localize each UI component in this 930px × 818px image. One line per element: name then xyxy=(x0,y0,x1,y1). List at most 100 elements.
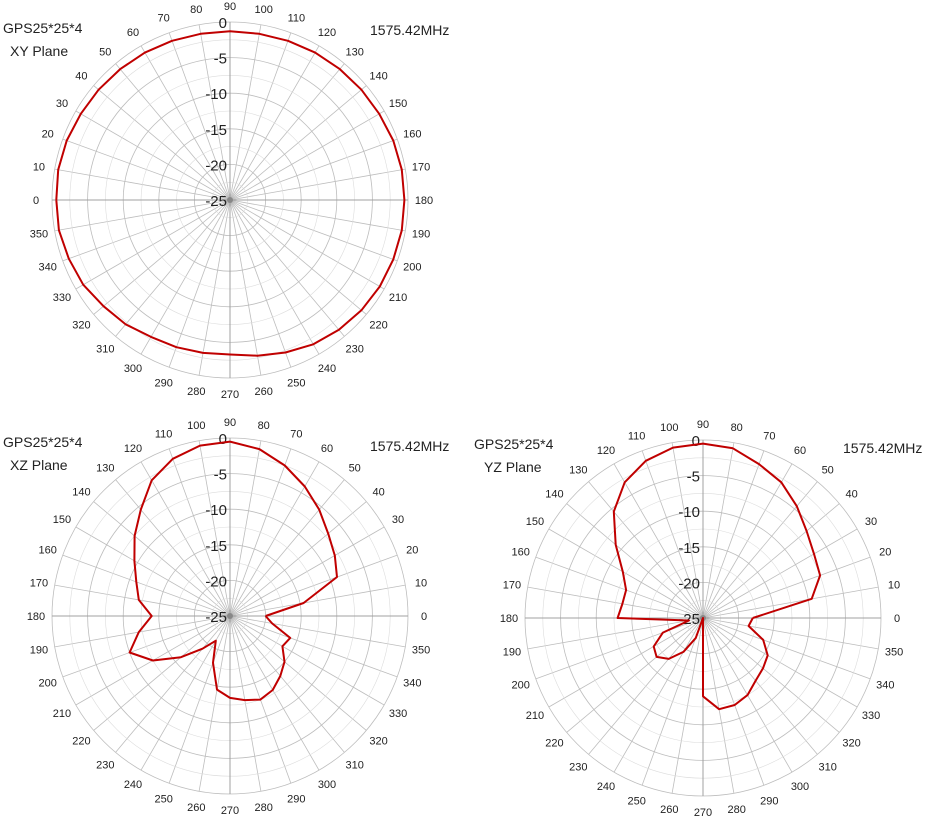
chart-title: GPS25*25*4 xyxy=(3,20,83,36)
angle-tick-label: 320 xyxy=(72,320,90,332)
center-marker xyxy=(227,613,233,619)
angle-tick-label: 190 xyxy=(503,647,521,659)
radial-tick-label: -15 xyxy=(678,540,700,557)
chart-title: GPS25*25*4 xyxy=(474,436,554,452)
angle-tick-label: 210 xyxy=(53,708,71,720)
angle-tick-label: 60 xyxy=(794,445,806,457)
angle-tick-label: 70 xyxy=(290,429,302,441)
angle-tick-label: 210 xyxy=(526,710,544,722)
angle-tick-label: 180 xyxy=(415,195,433,207)
angle-tick-label: 330 xyxy=(389,708,407,720)
radial-tick-label: -25 xyxy=(205,193,227,210)
angle-tick-label: 120 xyxy=(318,27,336,39)
angle-tick-label: 140 xyxy=(72,486,90,498)
angle-tick-label: 150 xyxy=(389,98,407,110)
angle-tick-label: 230 xyxy=(569,762,587,774)
angle-tick-label: 30 xyxy=(392,514,404,526)
angle-tick-label: 210 xyxy=(389,292,407,304)
polar-chart-xy-plane: GPS25*25*4 XY Plane 1575.42MHz 0 10 20 30 40… xyxy=(3,1,449,401)
angle-tick-label: 270 xyxy=(221,805,239,817)
polar-chart-yz-plane: GPS25*25*4 YZ Plane 1575.42MHz 0 10 20 30 40… xyxy=(474,419,922,818)
angle-tick-label: 300 xyxy=(124,363,142,375)
angle-tick-label: 280 xyxy=(187,386,205,398)
polar-grid xyxy=(524,439,882,797)
polar-grid xyxy=(51,437,409,795)
angle-tick-label: 40 xyxy=(845,488,857,500)
angle-tick-label: 130 xyxy=(96,462,114,474)
angle-tick-label: 200 xyxy=(39,677,57,689)
radial-tick-label: -10 xyxy=(678,504,700,521)
angle-tick-label: 240 xyxy=(124,779,142,791)
angle-tick-label: 40 xyxy=(75,70,87,82)
radial-tick-label: -20 xyxy=(205,573,227,590)
angle-tick-label: 190 xyxy=(412,229,430,241)
angle-tick-label: 60 xyxy=(127,27,139,39)
angle-tick-label: 320 xyxy=(369,736,387,748)
pattern-series-line xyxy=(55,30,406,357)
angle-tick-label: 340 xyxy=(876,679,894,691)
angle-tick-label: 240 xyxy=(318,363,336,375)
angle-tick-label: 270 xyxy=(694,807,712,818)
angle-tick-label: 150 xyxy=(526,516,544,528)
angle-tick-label: 190 xyxy=(30,645,48,657)
angle-tick-label: 60 xyxy=(321,443,333,455)
angle-tick-label: 200 xyxy=(512,679,530,691)
angle-tick-label: 20 xyxy=(406,545,418,557)
angle-tick-label: 160 xyxy=(403,129,421,141)
radial-tick-label: -5 xyxy=(214,467,227,484)
angle-tick-label: 130 xyxy=(346,46,364,58)
frequency-label: 1575.42MHz xyxy=(843,440,922,456)
angle-tick-label: 260 xyxy=(255,386,273,398)
radial-tick-label: -25 xyxy=(205,609,227,626)
angle-tick-label: 320 xyxy=(842,738,860,750)
angle-tick-label: 120 xyxy=(597,445,615,457)
angle-tick-label: 230 xyxy=(96,760,114,772)
angle-tick-label: 200 xyxy=(403,261,421,273)
radial-tick-label: 0 xyxy=(219,15,227,32)
angle-tick-label: 340 xyxy=(403,677,421,689)
angle-tick-label: 0 xyxy=(33,195,39,207)
angle-tick-label: 350 xyxy=(885,647,903,659)
angle-tick-label: 10 xyxy=(415,577,427,589)
angle-tick-label: 90 xyxy=(697,419,709,431)
angle-tick-label: 250 xyxy=(627,795,645,807)
chart-subtitle: XZ Plane xyxy=(10,457,68,473)
angle-tick-label: 50 xyxy=(349,462,361,474)
angle-tick-label: 40 xyxy=(372,486,384,498)
angle-tick-label: 50 xyxy=(822,464,834,476)
angle-tick-label: 100 xyxy=(660,422,678,434)
angle-tick-label: 160 xyxy=(39,545,57,557)
angle-tick-label: 250 xyxy=(154,793,172,805)
angle-tick-label: 170 xyxy=(412,161,430,173)
radial-tick-label: -15 xyxy=(205,538,227,555)
pattern-series-line xyxy=(612,442,822,711)
angle-tick-label: 20 xyxy=(42,129,54,141)
radial-tick-label: -5 xyxy=(214,51,227,68)
angle-tick-label: 180 xyxy=(27,611,45,623)
chart-subtitle: YZ Plane xyxy=(484,459,542,475)
angle-tick-label: 170 xyxy=(30,577,48,589)
angle-tick-label: 230 xyxy=(346,344,364,356)
angle-tick-label: 350 xyxy=(30,229,48,241)
pattern-series-line xyxy=(128,440,338,702)
radial-tick-label: -20 xyxy=(205,157,227,174)
angle-tick-label: 220 xyxy=(72,736,90,748)
angle-tick-label: 220 xyxy=(369,320,387,332)
angle-tick-label: 20 xyxy=(879,547,891,559)
radial-tick-label: -15 xyxy=(205,122,227,139)
angle-tick-label: 290 xyxy=(154,377,172,389)
radial-tick-label: -10 xyxy=(205,502,227,519)
angle-tick-label: 10 xyxy=(33,161,45,173)
angle-tick-label: 130 xyxy=(569,464,587,476)
angle-tick-label: 70 xyxy=(763,431,775,443)
radial-tick-label: 0 xyxy=(219,431,227,448)
angle-tick-label: 30 xyxy=(865,516,877,528)
angle-tick-label: 70 xyxy=(158,13,170,25)
angle-tick-label: 290 xyxy=(287,793,305,805)
angle-tick-label: 300 xyxy=(791,781,809,793)
angle-tick-label: 90 xyxy=(224,417,236,429)
center-marker xyxy=(227,197,233,203)
angle-tick-label: 260 xyxy=(660,804,678,816)
polar-chart-xz-plane: GPS25*25*4 XZ Plane 1575.42MHz 0 10 20 30 40… xyxy=(3,417,449,817)
